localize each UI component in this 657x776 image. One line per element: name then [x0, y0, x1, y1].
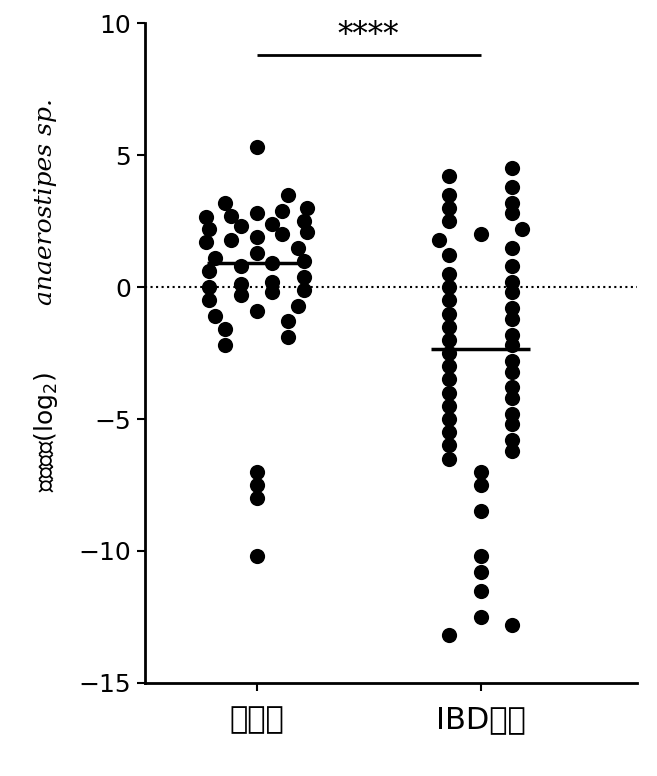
Point: [444, 426, 455, 438]
Point: [444, 413, 455, 425]
Point: [507, 381, 517, 393]
Point: [507, 407, 517, 420]
Point: [444, 400, 455, 412]
Text: ****: ****: [338, 20, 399, 51]
Point: [475, 584, 486, 597]
Point: [444, 629, 455, 642]
Point: [251, 305, 261, 317]
Point: [444, 386, 455, 399]
Point: [507, 339, 517, 352]
Point: [210, 310, 220, 322]
Point: [444, 170, 455, 182]
Point: [220, 323, 231, 335]
Point: [507, 162, 517, 175]
Point: [283, 331, 293, 344]
Point: [210, 252, 220, 265]
Point: [444, 320, 455, 333]
Point: [277, 228, 287, 241]
Point: [444, 249, 455, 262]
Point: [236, 220, 246, 233]
Point: [475, 566, 486, 578]
Point: [226, 234, 237, 246]
Point: [475, 479, 486, 491]
Point: [444, 334, 455, 346]
Point: [475, 550, 486, 563]
Point: [293, 300, 304, 312]
Point: [507, 392, 517, 404]
Point: [507, 241, 517, 254]
Point: [220, 196, 231, 209]
Point: [444, 294, 455, 307]
Point: [220, 339, 231, 352]
Point: [444, 360, 455, 372]
Point: [507, 302, 517, 314]
Point: [298, 270, 309, 282]
Point: [444, 281, 455, 293]
Point: [251, 466, 261, 478]
Point: [507, 313, 517, 325]
Point: [267, 257, 277, 269]
Point: [507, 286, 517, 299]
Point: [251, 207, 261, 220]
Point: [444, 307, 455, 320]
Point: [507, 328, 517, 341]
Point: [444, 268, 455, 280]
Point: [201, 211, 212, 223]
Point: [236, 279, 246, 291]
Point: [444, 202, 455, 214]
Point: [434, 234, 444, 246]
Point: [204, 265, 215, 278]
Point: [298, 283, 309, 296]
Point: [507, 618, 517, 631]
Point: [475, 611, 486, 623]
Point: [517, 223, 528, 235]
Point: [507, 260, 517, 272]
Point: [507, 207, 517, 220]
Point: [507, 275, 517, 288]
Point: [298, 215, 309, 227]
Point: [267, 217, 277, 230]
Point: [475, 228, 486, 241]
Point: [283, 189, 293, 201]
Point: [204, 281, 215, 293]
Point: [444, 452, 455, 465]
Point: [507, 355, 517, 367]
Point: [226, 210, 237, 222]
Point: [507, 445, 517, 457]
Point: [298, 255, 309, 267]
Point: [236, 260, 246, 272]
Point: [302, 226, 312, 238]
Point: [444, 189, 455, 201]
Point: [302, 202, 312, 214]
Point: [444, 373, 455, 386]
Point: [507, 196, 517, 209]
Text: anaerostipes sp.: anaerostipes sp.: [34, 98, 58, 305]
Point: [201, 236, 212, 248]
Point: [204, 223, 215, 235]
Point: [507, 418, 517, 431]
Point: [444, 347, 455, 359]
Point: [444, 439, 455, 452]
Point: [251, 479, 261, 491]
Point: [507, 365, 517, 378]
Point: [204, 294, 215, 307]
Point: [475, 466, 486, 478]
Point: [251, 141, 261, 154]
Point: [251, 492, 261, 504]
Point: [444, 215, 455, 227]
Text: 相对丰度(log$_{2}$): 相对丰度(log$_{2}$): [32, 372, 60, 492]
Point: [293, 241, 304, 254]
Point: [236, 289, 246, 301]
Point: [267, 275, 277, 288]
Point: [507, 434, 517, 446]
Point: [283, 315, 293, 327]
Point: [251, 247, 261, 259]
Point: [277, 204, 287, 217]
Point: [251, 230, 261, 243]
Point: [267, 286, 277, 299]
Point: [251, 550, 261, 563]
Point: [507, 181, 517, 193]
Point: [475, 505, 486, 518]
